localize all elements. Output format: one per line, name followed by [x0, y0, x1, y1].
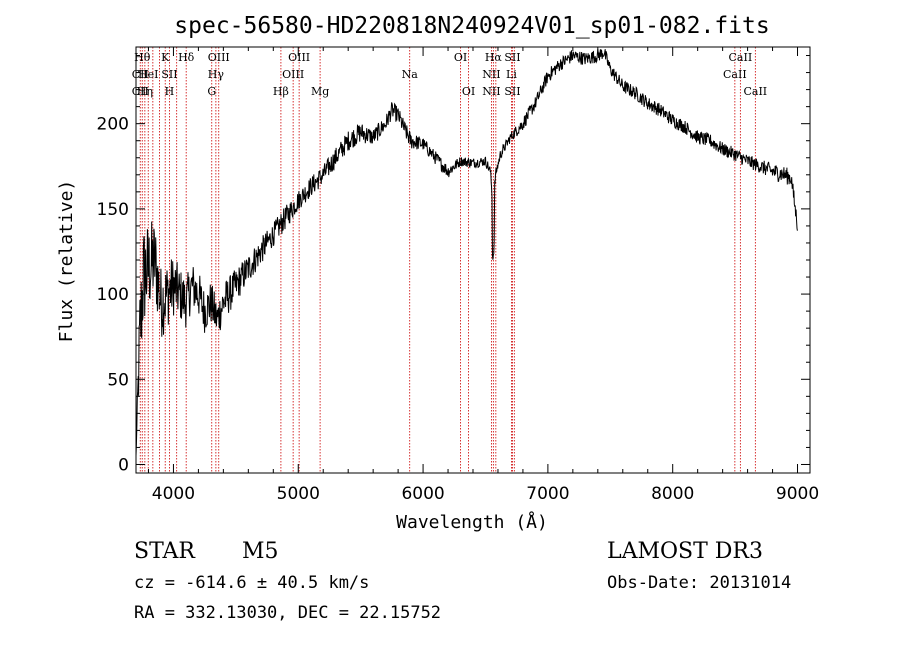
- line-label: K: [161, 51, 170, 64]
- line-label: Hβ: [273, 85, 289, 98]
- line-label: Hθ: [134, 51, 151, 64]
- y-tick-label: 100: [97, 285, 129, 305]
- object-class: STAR: [134, 539, 195, 564]
- survey-name: LAMOST DR3: [607, 539, 763, 564]
- redshift-cz: cz = -614.6 ± 40.5 km/s: [134, 573, 370, 593]
- line-marker-labels: CIICIIHθHηHeIKSIIHHδGHγOIIIHβOIIIOIIIMgN…: [132, 51, 767, 98]
- line-label: Li: [506, 68, 517, 81]
- line-label: Hα: [485, 51, 503, 64]
- line-label: OI: [462, 85, 475, 98]
- line-label: OIII: [208, 51, 230, 64]
- plot-frame: [135, 46, 811, 474]
- line-label: Na: [402, 68, 419, 81]
- y-axis-label: Flux (relative): [56, 180, 77, 343]
- y-tick-label: 200: [97, 115, 129, 135]
- x-tick-label: 4000: [152, 484, 195, 504]
- line-label: SII: [161, 68, 177, 81]
- x-tick-label: 9000: [776, 484, 819, 504]
- line-label: Hγ: [208, 68, 225, 81]
- line-label: H: [165, 85, 175, 98]
- line-label: Hδ: [178, 51, 195, 64]
- y-tick-label: 50: [107, 370, 129, 390]
- line-label: CaII: [743, 85, 767, 98]
- coordinates: RA = 332.13030, DEC = 22.15752: [134, 603, 442, 623]
- x-tick-label: 5000: [277, 484, 320, 504]
- line-label: CaII: [729, 51, 753, 64]
- line-label: SII: [504, 85, 520, 98]
- line-label: OI: [454, 51, 467, 64]
- spectrum-line: [135, 49, 798, 457]
- x-tick-label: 7000: [526, 484, 569, 504]
- line-label: Mg: [311, 85, 329, 98]
- chart-title: spec-56580-HD220818N240924V01_sp01-082.f…: [174, 13, 769, 39]
- line-label: OIII: [282, 68, 304, 81]
- line-label: CaII: [723, 68, 747, 81]
- observation-date: Obs-Date: 20131014: [607, 573, 792, 593]
- line-label: OIII: [288, 51, 310, 64]
- line-label: SII: [504, 51, 520, 64]
- y-axis-ticks: 0 50 100 150 200: [97, 55, 810, 475]
- y-tick-label: 150: [97, 200, 129, 220]
- line-label: NII: [482, 85, 500, 98]
- line-label: NII: [482, 68, 500, 81]
- object-subclass: M5: [242, 539, 279, 564]
- x-axis-label: Wavelength (Å): [396, 511, 548, 533]
- x-tick-label: 8000: [651, 484, 694, 504]
- y-tick-label: 0: [118, 455, 129, 475]
- line-label: HeI: [138, 68, 158, 81]
- line-label: Hη: [137, 85, 153, 98]
- x-axis-ticks: 4000 5000 6000 7000 8000 9000: [147, 47, 819, 504]
- line-label: G: [207, 85, 216, 98]
- x-tick-label: 6000: [401, 484, 444, 504]
